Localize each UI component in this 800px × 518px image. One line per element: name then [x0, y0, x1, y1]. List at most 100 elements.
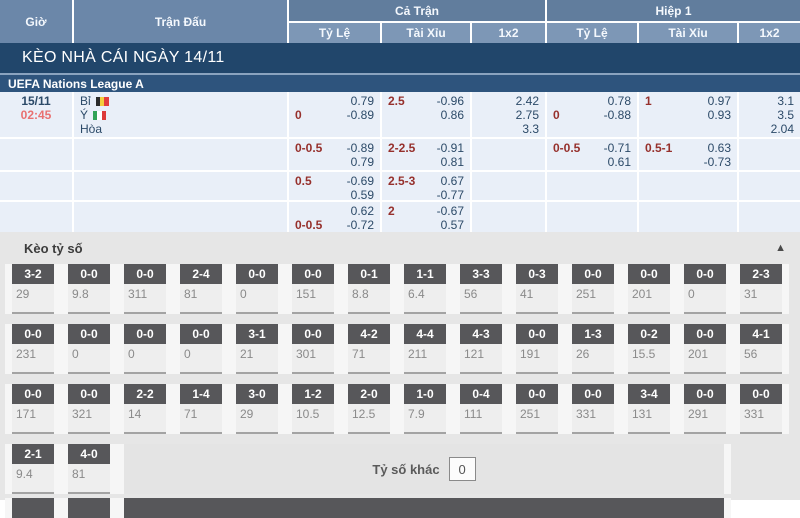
odds-value: -0.72 [346, 218, 374, 232]
odds-cell-h1-handicap[interactable] [547, 202, 637, 232]
score-bet-box[interactable]: 4-2 71 [348, 324, 390, 374]
odds-cell-ft-overunder[interactable]: 2 -0.67 0.57 [382, 202, 470, 232]
odds-cell-ft-1x2[interactable] [472, 202, 545, 232]
score-bet-box[interactable]: 0-0 191 [516, 324, 558, 374]
score-odds-value: 331 [572, 404, 614, 434]
match-teams-cell[interactable]: Bỉ Ý Hòa [74, 92, 287, 137]
score-odds-value: 56 [460, 284, 502, 314]
score-label: 0-0 [572, 264, 614, 284]
column-group-first-half: Hiệp 1 [547, 0, 800, 21]
score-bet-box[interactable]: 0-1 8.8 [348, 264, 390, 314]
score-bet-box[interactable]: 4-1 56 [740, 324, 782, 374]
score-bet-box[interactable]: 0-0 0 [236, 264, 278, 314]
score-bet-box[interactable]: 0-0 321 [68, 384, 110, 434]
odds-cell-h1-overunder[interactable]: 1 0.97 0.93 [639, 92, 737, 137]
collapse-arrow-icon[interactable]: ▲ [775, 242, 786, 254]
score-odds-value: 6.4 [404, 284, 446, 314]
odds-cell-ft-1x2[interactable]: 2.42 2.75 3.3 [472, 92, 545, 137]
score-odds-value: 56 [740, 344, 782, 374]
score-bet-box[interactable]: 1-1 6.4 [404, 264, 446, 314]
odds-cell-h1-1x2[interactable] [739, 139, 800, 170]
odds-line: 0.78 [547, 94, 637, 108]
league-bar[interactable]: UEFA Nations League A [0, 73, 800, 92]
score-bet-box[interactable]: 1-0 7.9 [404, 384, 446, 434]
odds-value: -0.77 [436, 188, 464, 202]
score-bet-box[interactable]: 4-4 211 [404, 324, 446, 374]
score-bet-box[interactable]: 0-0 301 [292, 324, 334, 374]
score-label: 0-0 [236, 264, 278, 284]
odds-cell-h1-overunder[interactable] [639, 202, 737, 232]
odds-value: 0.59 [350, 188, 374, 202]
score-bet-box[interactable]: 3-4 131 [628, 384, 670, 434]
odds-cell-ft-overunder[interactable]: 2-2.5 -0.91 0.81 [382, 139, 470, 170]
score-bet-box[interactable]: 4-0 81 [68, 444, 110, 494]
score-bet-box[interactable]: 4-3 121 [460, 324, 502, 374]
odds-cell-h1-overunder[interactable] [639, 172, 737, 200]
odds-line: 0 -0.88 [547, 108, 637, 122]
score-bet-box[interactable]: 2-3 31 [740, 264, 782, 314]
odds-cell-h1-overunder[interactable]: 0.5-1 0.63 -0.73 [639, 139, 737, 170]
score-bet-box[interactable]: 2-2 14 [124, 384, 166, 434]
score-label: 3-3 [460, 264, 502, 284]
score-odds-value: 29 [12, 284, 54, 314]
odds-cell-h1-handicap[interactable]: 0.78 0 -0.88 [547, 92, 637, 137]
score-label: 0-0 [740, 384, 782, 404]
odds-cell-h1-handicap[interactable]: 0-0.5 -0.71 0.61 [547, 139, 637, 170]
score-odds-value: 231 [12, 344, 54, 374]
odds-cell-ft-handicap[interactable]: 0.5 -0.69 0.59 [289, 172, 380, 202]
score-bet-box[interactable]: 0-0 171 [12, 384, 54, 434]
score-bet-box[interactable]: 2-1 9.4 [12, 444, 54, 494]
odds-cell-ft-handicap[interactable]: 0-0.5 -0.89 0.79 [289, 139, 380, 170]
score-bet-box[interactable]: 0-0 331 [740, 384, 782, 434]
score-bet-box[interactable]: 0-3 41 [516, 264, 558, 314]
team-row: Ý [74, 108, 287, 122]
score-bet-box[interactable]: 0-0 201 [684, 324, 726, 374]
score-bet-box[interactable]: 3-1 21 [236, 324, 278, 374]
score-bet-box[interactable]: 0-0 9.8 [68, 264, 110, 314]
page-banner: KÈO NHÀ CÁI NGÀY 14/11 [0, 43, 800, 73]
score-bet-box[interactable]: 0-0 0 [180, 324, 222, 374]
odds-cell-h1-handicap[interactable] [547, 172, 637, 200]
score-bet-box[interactable]: 3-0 29 [236, 384, 278, 434]
score-bet-box[interactable]: 0-2 15.5 [628, 324, 670, 374]
handicap-value: 0-0.5 [295, 141, 323, 155]
score-bet-box[interactable]: 2-0 12.5 [348, 384, 390, 434]
score-bet-box[interactable]: 0-0 0 [684, 264, 726, 314]
odds-cell-ft-overunder[interactable]: 2.5 -0.96 0.86 [382, 92, 470, 137]
score-section-title: Kèo tỷ số [24, 240, 83, 256]
score-bet-box[interactable]: 2-4 81 [180, 264, 222, 314]
score-bet-box[interactable]: 3-2 29 [12, 264, 54, 314]
odds-cell-h1-1x2[interactable] [739, 202, 800, 232]
score-bet-box[interactable]: 0-4 111 [460, 384, 502, 434]
score-bet-box[interactable]: 0-0 231 [12, 324, 54, 374]
score-bet-box[interactable]: 0-0 151 [292, 264, 334, 314]
score-odds-value: 10.5 [292, 404, 334, 434]
score-bet-box[interactable]: 0-0 0 [124, 324, 166, 374]
score-bet-box[interactable]: 1-2 10.5 [292, 384, 334, 434]
odds-line: 3.3 [472, 122, 545, 136]
score-bet-box[interactable]: 0-0 311 [124, 264, 166, 314]
odds-cell-h1-1x2[interactable] [739, 172, 800, 200]
odds-cell-ft-1x2[interactable] [472, 172, 545, 200]
score-bet-box[interactable]: 3-3 56 [460, 264, 502, 314]
odds-cell-h1-1x2[interactable]: 3.1 3.5 2.04 [739, 92, 800, 137]
odds-cell-ft-handicap[interactable]: 0.79 0 -0.89 [289, 92, 380, 137]
score-bet-box[interactable]: 0-0 201 [628, 264, 670, 314]
score-bet-box[interactable]: 1-3 26 [572, 324, 614, 374]
score-bet-box[interactable]: 0-0 251 [516, 384, 558, 434]
other-score-input[interactable] [448, 457, 476, 481]
odds-value: -0.89 [346, 141, 374, 155]
time-cell-empty [0, 172, 72, 200]
score-label: 1-1 [404, 264, 446, 284]
score-bet-box[interactable]: 0-0 331 [572, 384, 614, 434]
score-bet-box[interactable]: 0-0 0 [68, 324, 110, 374]
score-bet-box[interactable]: 0-0 251 [572, 264, 614, 314]
score-box-partial [12, 498, 54, 518]
score-odds-value: 71 [180, 404, 222, 434]
score-odds-value: 0 [180, 344, 222, 374]
odds-cell-ft-overunder[interactable]: 2.5-3 0.67 -0.77 [382, 172, 470, 202]
odds-cell-ft-1x2[interactable] [472, 139, 545, 170]
score-bet-box[interactable]: 0-0 291 [684, 384, 726, 434]
score-bet-box[interactable]: 1-4 71 [180, 384, 222, 434]
odds-cell-ft-handicap[interactable]: 0.62 0-0.5 -0.72 [289, 202, 380, 232]
